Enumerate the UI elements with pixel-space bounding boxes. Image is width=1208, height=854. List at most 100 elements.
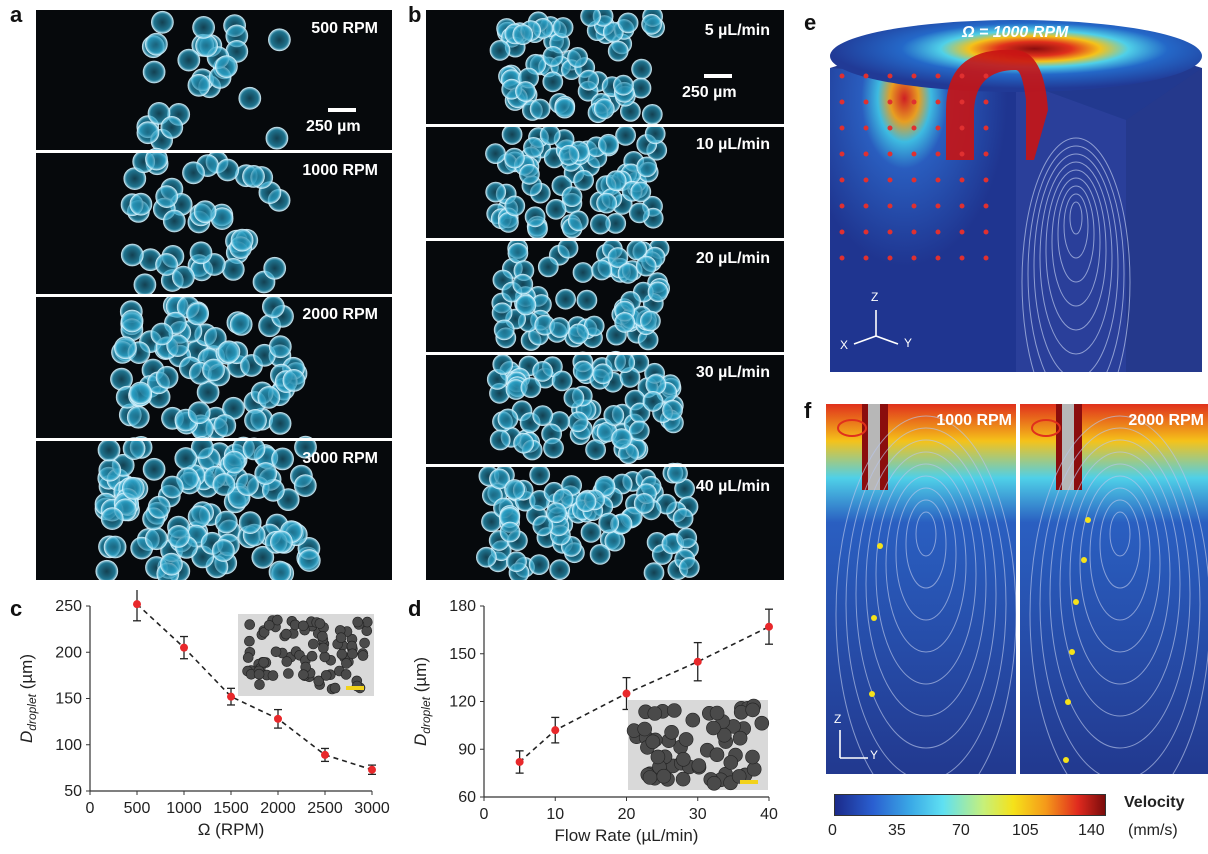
- droplet: [575, 491, 597, 513]
- panel-b-divider-4: [426, 464, 784, 467]
- droplet: [182, 161, 205, 185]
- droplet: [222, 450, 246, 474]
- y-tick-label: 90: [458, 741, 476, 758]
- panel-f-axis-z: Z: [834, 712, 842, 726]
- droplet: [633, 492, 655, 514]
- y-tick-label: 250: [55, 598, 82, 615]
- droplet: [217, 340, 241, 364]
- streamline: [1045, 169, 1107, 331]
- rotation-icon: [1031, 419, 1061, 437]
- inset-micrograph: [238, 614, 374, 696]
- droplet: [238, 86, 262, 110]
- panel-e-axis-z: Z: [871, 290, 879, 304]
- x-tick-label: 0: [86, 800, 95, 817]
- droplet: [504, 147, 525, 169]
- droplet: [614, 352, 636, 374]
- droplet: [155, 253, 179, 276]
- droplet: [254, 462, 278, 485]
- droplet: [504, 479, 525, 500]
- velocity-arrow: [935, 203, 941, 209]
- droplet: [563, 387, 585, 409]
- droplet: [120, 309, 144, 333]
- velocity-arrow: [887, 99, 893, 105]
- droplet: [611, 428, 633, 450]
- droplet: [576, 289, 598, 311]
- droplet: [265, 126, 289, 150]
- droplet: [647, 281, 669, 303]
- droplet: [268, 335, 292, 359]
- droplet: [242, 164, 265, 188]
- droplet: [155, 185, 179, 209]
- colorbar-tick-35: 35: [888, 822, 906, 839]
- velocity-field: [826, 404, 1016, 774]
- velocity-arrow: [983, 229, 989, 235]
- droplet: [497, 408, 519, 430]
- panel-b-divider-1: [426, 124, 784, 127]
- particle: [1065, 699, 1071, 705]
- droplet: [662, 399, 683, 421]
- panel-a-droplets: [94, 10, 321, 580]
- droplet: [501, 124, 523, 145]
- droplet: [529, 98, 551, 120]
- droplet: [114, 336, 137, 360]
- velocity-arrow: [839, 151, 845, 157]
- velocity-arrow: [983, 73, 989, 79]
- y-axis-label: Ddroplet (µm): [411, 657, 433, 746]
- droplet: [155, 365, 179, 389]
- droplet: [160, 116, 184, 139]
- velocity-arrow: [935, 125, 941, 131]
- droplet: [607, 247, 629, 268]
- x-tick-label: 500: [124, 800, 151, 817]
- droplet: [642, 390, 664, 412]
- panel-e-simulation: Ω = 1000 RPM Z X Y: [826, 10, 1208, 372]
- velocity-arrow: [935, 151, 941, 157]
- droplet: [628, 420, 650, 442]
- streamline: [1033, 153, 1119, 372]
- droplet: [507, 242, 529, 264]
- droplet: [177, 48, 201, 72]
- droplet: [641, 13, 663, 35]
- droplet: [187, 401, 211, 425]
- axis-triad: [839, 730, 868, 759]
- data-point: [133, 600, 141, 609]
- droplet: [603, 404, 625, 426]
- droplet: [142, 60, 166, 84]
- droplet: [103, 535, 127, 559]
- droplet: [542, 71, 564, 93]
- droplet: [187, 505, 211, 529]
- streamline: [845, 427, 1007, 774]
- velocity-arrow: [911, 73, 917, 79]
- panel-f-left-label: 1000 RPM: [936, 412, 1012, 429]
- velocity-arrow: [911, 125, 917, 131]
- streamline: [1059, 451, 1181, 717]
- velocity-arrow: [839, 73, 845, 79]
- droplet: [499, 521, 521, 543]
- x-tick-label: 2000: [260, 800, 296, 817]
- droplet: [269, 530, 293, 554]
- droplet: [554, 97, 576, 119]
- droplet: [229, 312, 253, 336]
- droplet: [476, 546, 497, 568]
- data-point: [274, 714, 282, 723]
- droplet: [214, 510, 238, 534]
- droplet: [242, 437, 266, 461]
- droplet: [552, 17, 574, 38]
- droplet: [150, 322, 174, 346]
- droplet: [489, 40, 511, 61]
- droplet: [589, 544, 611, 565]
- strip-label-1000rpm: 1000 RPM: [302, 162, 378, 179]
- data-point: [765, 622, 773, 631]
- droplet: [630, 181, 652, 203]
- particle: [871, 615, 877, 621]
- droplet: [561, 186, 583, 208]
- droplet: [251, 545, 275, 569]
- droplet: [145, 147, 168, 171]
- velocity-arrow: [959, 255, 965, 261]
- velocity-arrow: [959, 73, 965, 79]
- droplet: [614, 311, 636, 333]
- velocity-arrow: [887, 203, 893, 209]
- panel-label-f: f: [804, 398, 812, 423]
- droplet: [578, 69, 600, 91]
- velocity-arrow: [863, 73, 869, 79]
- droplet: [512, 24, 534, 46]
